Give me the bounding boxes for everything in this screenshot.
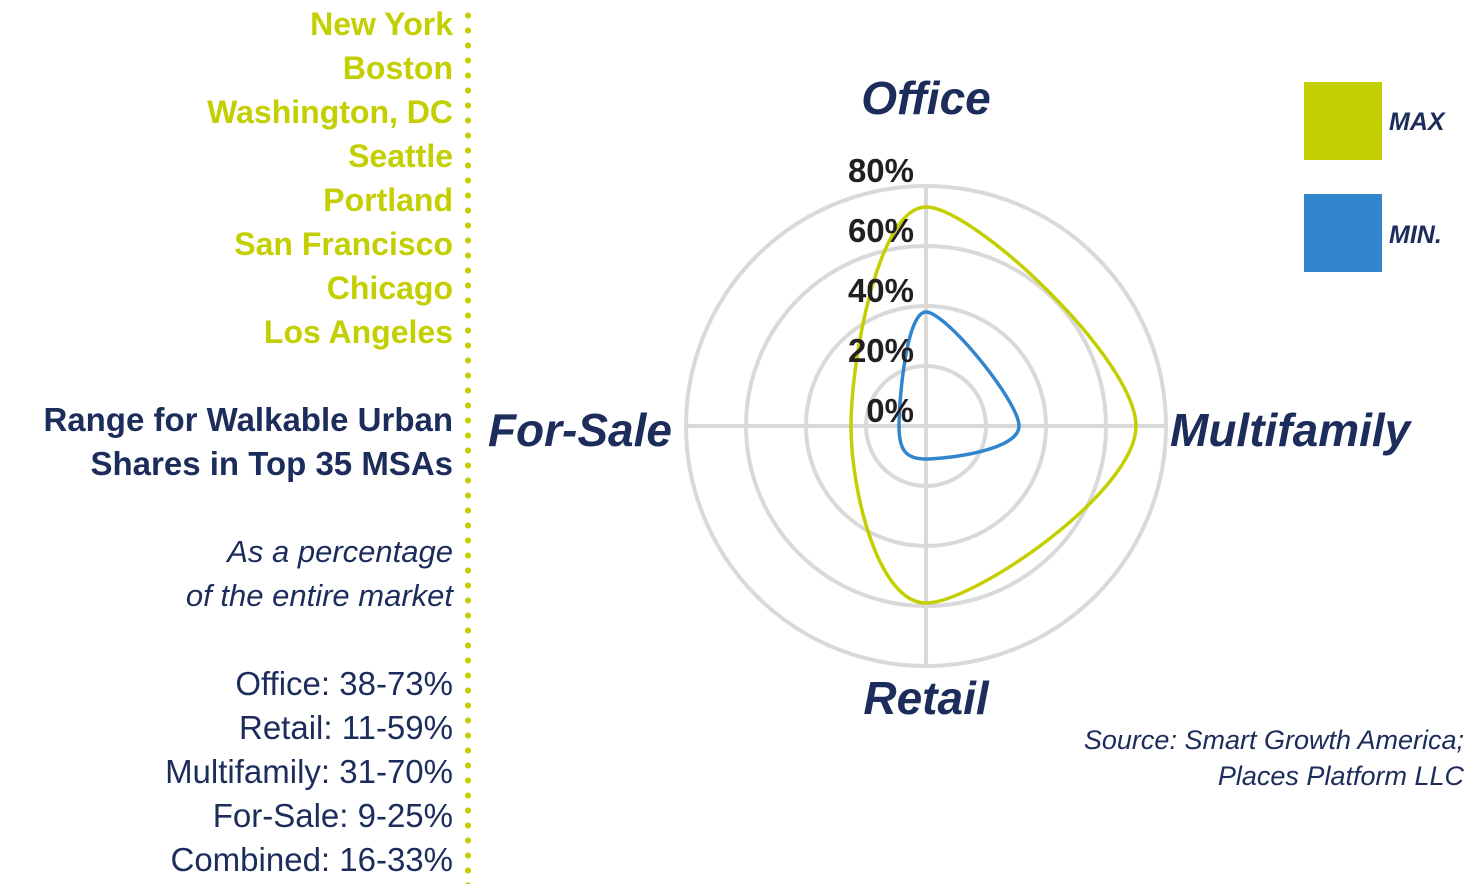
radar-chart: 0% 20% 40% 60% 80% Office Multifamily Retail For… (488, 72, 1413, 724)
legend-label-min: MIN. (1389, 221, 1442, 249)
radial-tick-label: 80% (848, 152, 914, 189)
axis-label: Office (861, 72, 991, 124)
range-title-line: Range for Walkable Urban (43, 401, 453, 438)
source-line: Source: Smart Growth America; (1083, 725, 1464, 755)
legend-label-max: MAX (1389, 108, 1445, 136)
city-label: Boston (342, 50, 453, 86)
radial-tick-label: 60% (848, 212, 914, 249)
dotted-divider (465, 8, 471, 884)
city-label: Chicago (326, 270, 453, 306)
axis-label: Multifamily (1170, 404, 1413, 456)
axis-label: For-Sale (488, 404, 672, 456)
series-line-max (849, 205, 1138, 605)
city-label: New York (310, 6, 453, 42)
city-label: Portland (323, 182, 453, 218)
radial-tick-label: 20% (848, 332, 914, 369)
subtitle: As a percentage of the entire market (186, 530, 453, 618)
legend-swatch-min (1304, 194, 1382, 272)
range-retail: Retail: 11-59% (238, 709, 453, 746)
source-note: Source: Smart Growth America; Places Pla… (1084, 722, 1464, 794)
legend-swatch-max (1304, 82, 1382, 160)
range-multifamily: Multifamily: 31-70% (165, 753, 453, 790)
city-label: Washington, DC (207, 94, 453, 130)
radial-tick-label: 0% (866, 392, 914, 429)
range-for-sale: For-Sale: 9-25% (212, 797, 453, 834)
city-label: Los Angeles (263, 314, 453, 350)
left-panel: New York Boston Washington, DC Seattle P… (0, 0, 456, 885)
series-line-min (897, 310, 1021, 461)
subtitle-line: of the entire market (185, 578, 453, 613)
range-title-line: Shares in Top 35 MSAs (90, 445, 453, 482)
radial-tick-label: 40% (848, 272, 914, 309)
city-label: Seattle (348, 138, 453, 174)
range-title: Range for Walkable Urban Shares in Top 3… (43, 398, 453, 486)
source-line: Places Platform LLC (1217, 761, 1464, 791)
range-office: Office: 38-73% (235, 665, 453, 702)
subtitle-line: As a percentage (227, 534, 453, 569)
city-label: San Francisco (234, 226, 453, 262)
axis-label: Retail (863, 672, 989, 724)
range-combined: Combined: 16-33% (170, 841, 454, 878)
